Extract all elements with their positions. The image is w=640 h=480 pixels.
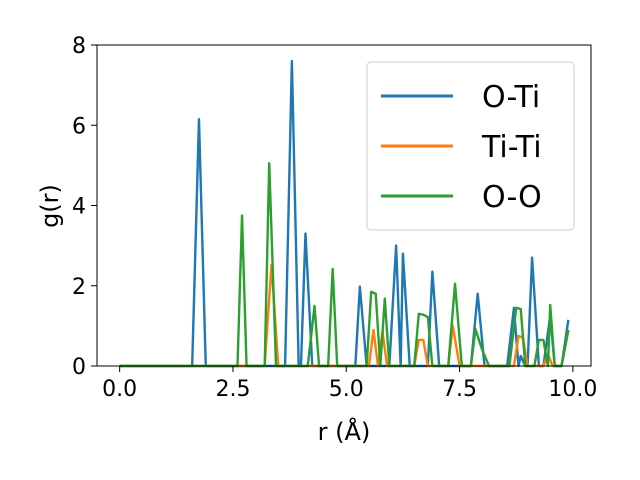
y-tick-label: 6 [72,114,86,139]
series-line-1 [119,263,570,368]
x-tick-label: 7.5 [442,377,477,402]
legend-label-2: O-O [482,180,542,215]
legend: O-Ti Ti-Ti O-O [366,61,575,231]
legend-label-1: Ti-Ti [481,130,542,165]
x-tick-label: 0.0 [102,377,137,402]
legend-items: O-Ti Ti-Ti O-O [381,80,542,215]
ticks-layer: 0.0 2.5 5.0 7.5 10.0 0 2 4 6 8 [72,34,597,402]
x-axis-label: r (Å) [318,417,371,446]
y-tick-label: 8 [72,34,86,59]
y-tick-label: 0 [72,355,86,380]
y-tick-label: 2 [72,275,86,300]
x-tick-label: 2.5 [215,377,250,402]
legend-frame [366,61,575,231]
x-tick-label: 10.0 [548,377,597,402]
y-tick-label: 4 [72,195,86,220]
x-tick-label: 5.0 [329,377,364,402]
y-axis-label: g(r) [36,184,64,228]
legend-label-0: O-Ti [482,80,540,115]
